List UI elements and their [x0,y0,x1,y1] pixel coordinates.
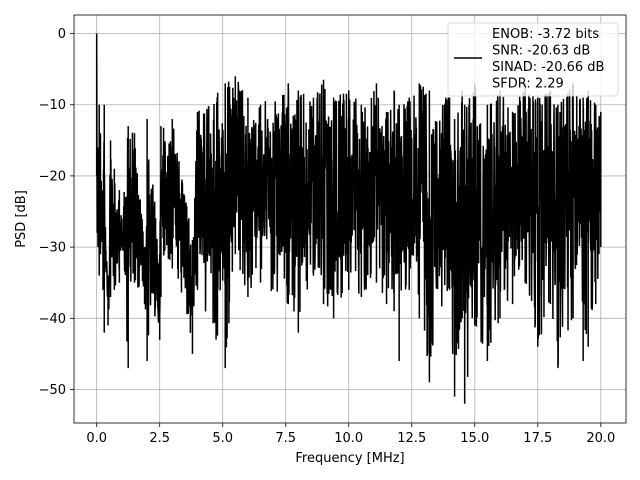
x-tick-label: 20.0 [586,431,615,446]
x-tick-label: 7.5 [275,431,296,446]
y-tick-label: −30 [39,241,66,256]
y-axis-label: PSD [dB] [14,190,29,248]
y-tick-label: −20 [39,169,66,184]
x-axis: 0.0 2.5 5.0 7.5 10.0 12.5 15.0 17.5 20.0 [86,423,615,446]
legend: ENOB: -3.72 bits SNR: -20.63 dB SINAD: -… [447,22,619,97]
x-tick-label: 15.0 [460,431,489,446]
legend-enob-text: ENOB: -3.72 bits [492,27,599,42]
y-tick-label: −10 [39,98,66,113]
y-tick-label: −40 [39,312,66,327]
x-tick-label: 5.0 [212,431,233,446]
x-axis-label: Frequency [MHz] [295,451,404,466]
psd-trace [95,33,602,404]
plot-area [95,33,602,404]
legend-sinad-text: SINAD: -20.66 dB [492,60,604,75]
legend-snr-text: SNR: -20.63 dB [492,44,590,59]
legend-box [447,22,619,97]
y-tick-label: −50 [39,383,66,398]
plot-frame [73,14,627,424]
x-tick-label: 0.0 [86,431,107,446]
x-tick-label: 12.5 [397,431,426,446]
y-axis: 0 −10 −20 −30 −40 −50 [39,27,74,398]
x-tick-label: 10.0 [334,431,363,446]
x-tick-label: 2.5 [149,431,170,446]
legend-sfdr-text: SFDR: 2.29 [492,77,564,92]
y-tick-label: 0 [58,27,66,42]
x-tick-label: 17.5 [523,431,552,446]
